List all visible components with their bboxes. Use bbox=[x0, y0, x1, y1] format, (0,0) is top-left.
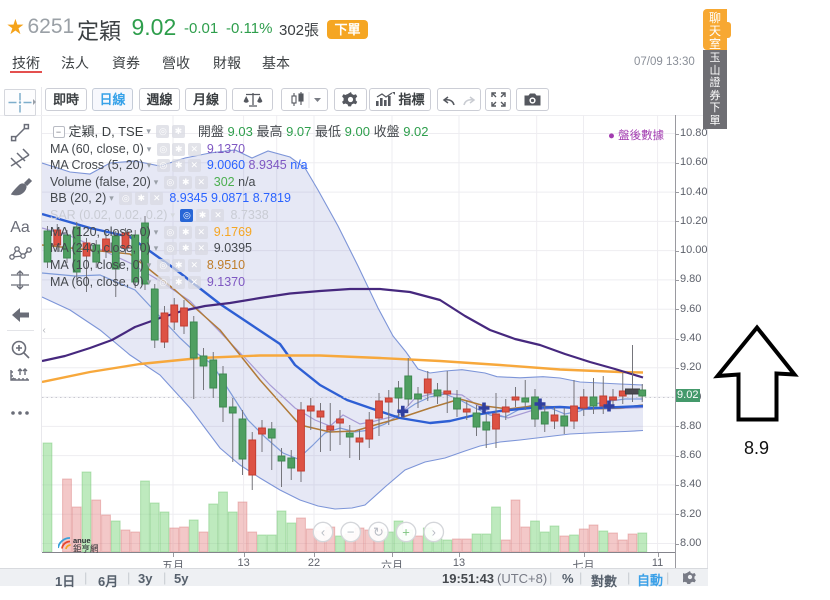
svg-text:+: + bbox=[402, 525, 410, 540]
svg-text:‹: ‹ bbox=[321, 525, 325, 540]
svg-text:鉅亨網: 鉅亨網 bbox=[73, 544, 99, 554]
svg-text:›: › bbox=[432, 525, 436, 540]
svg-text:anue: anue bbox=[73, 536, 91, 545]
svg-text:Aa: Aa bbox=[10, 219, 30, 236]
svg-text:↻: ↻ bbox=[373, 525, 384, 540]
svg-text:−: − bbox=[347, 525, 355, 540]
